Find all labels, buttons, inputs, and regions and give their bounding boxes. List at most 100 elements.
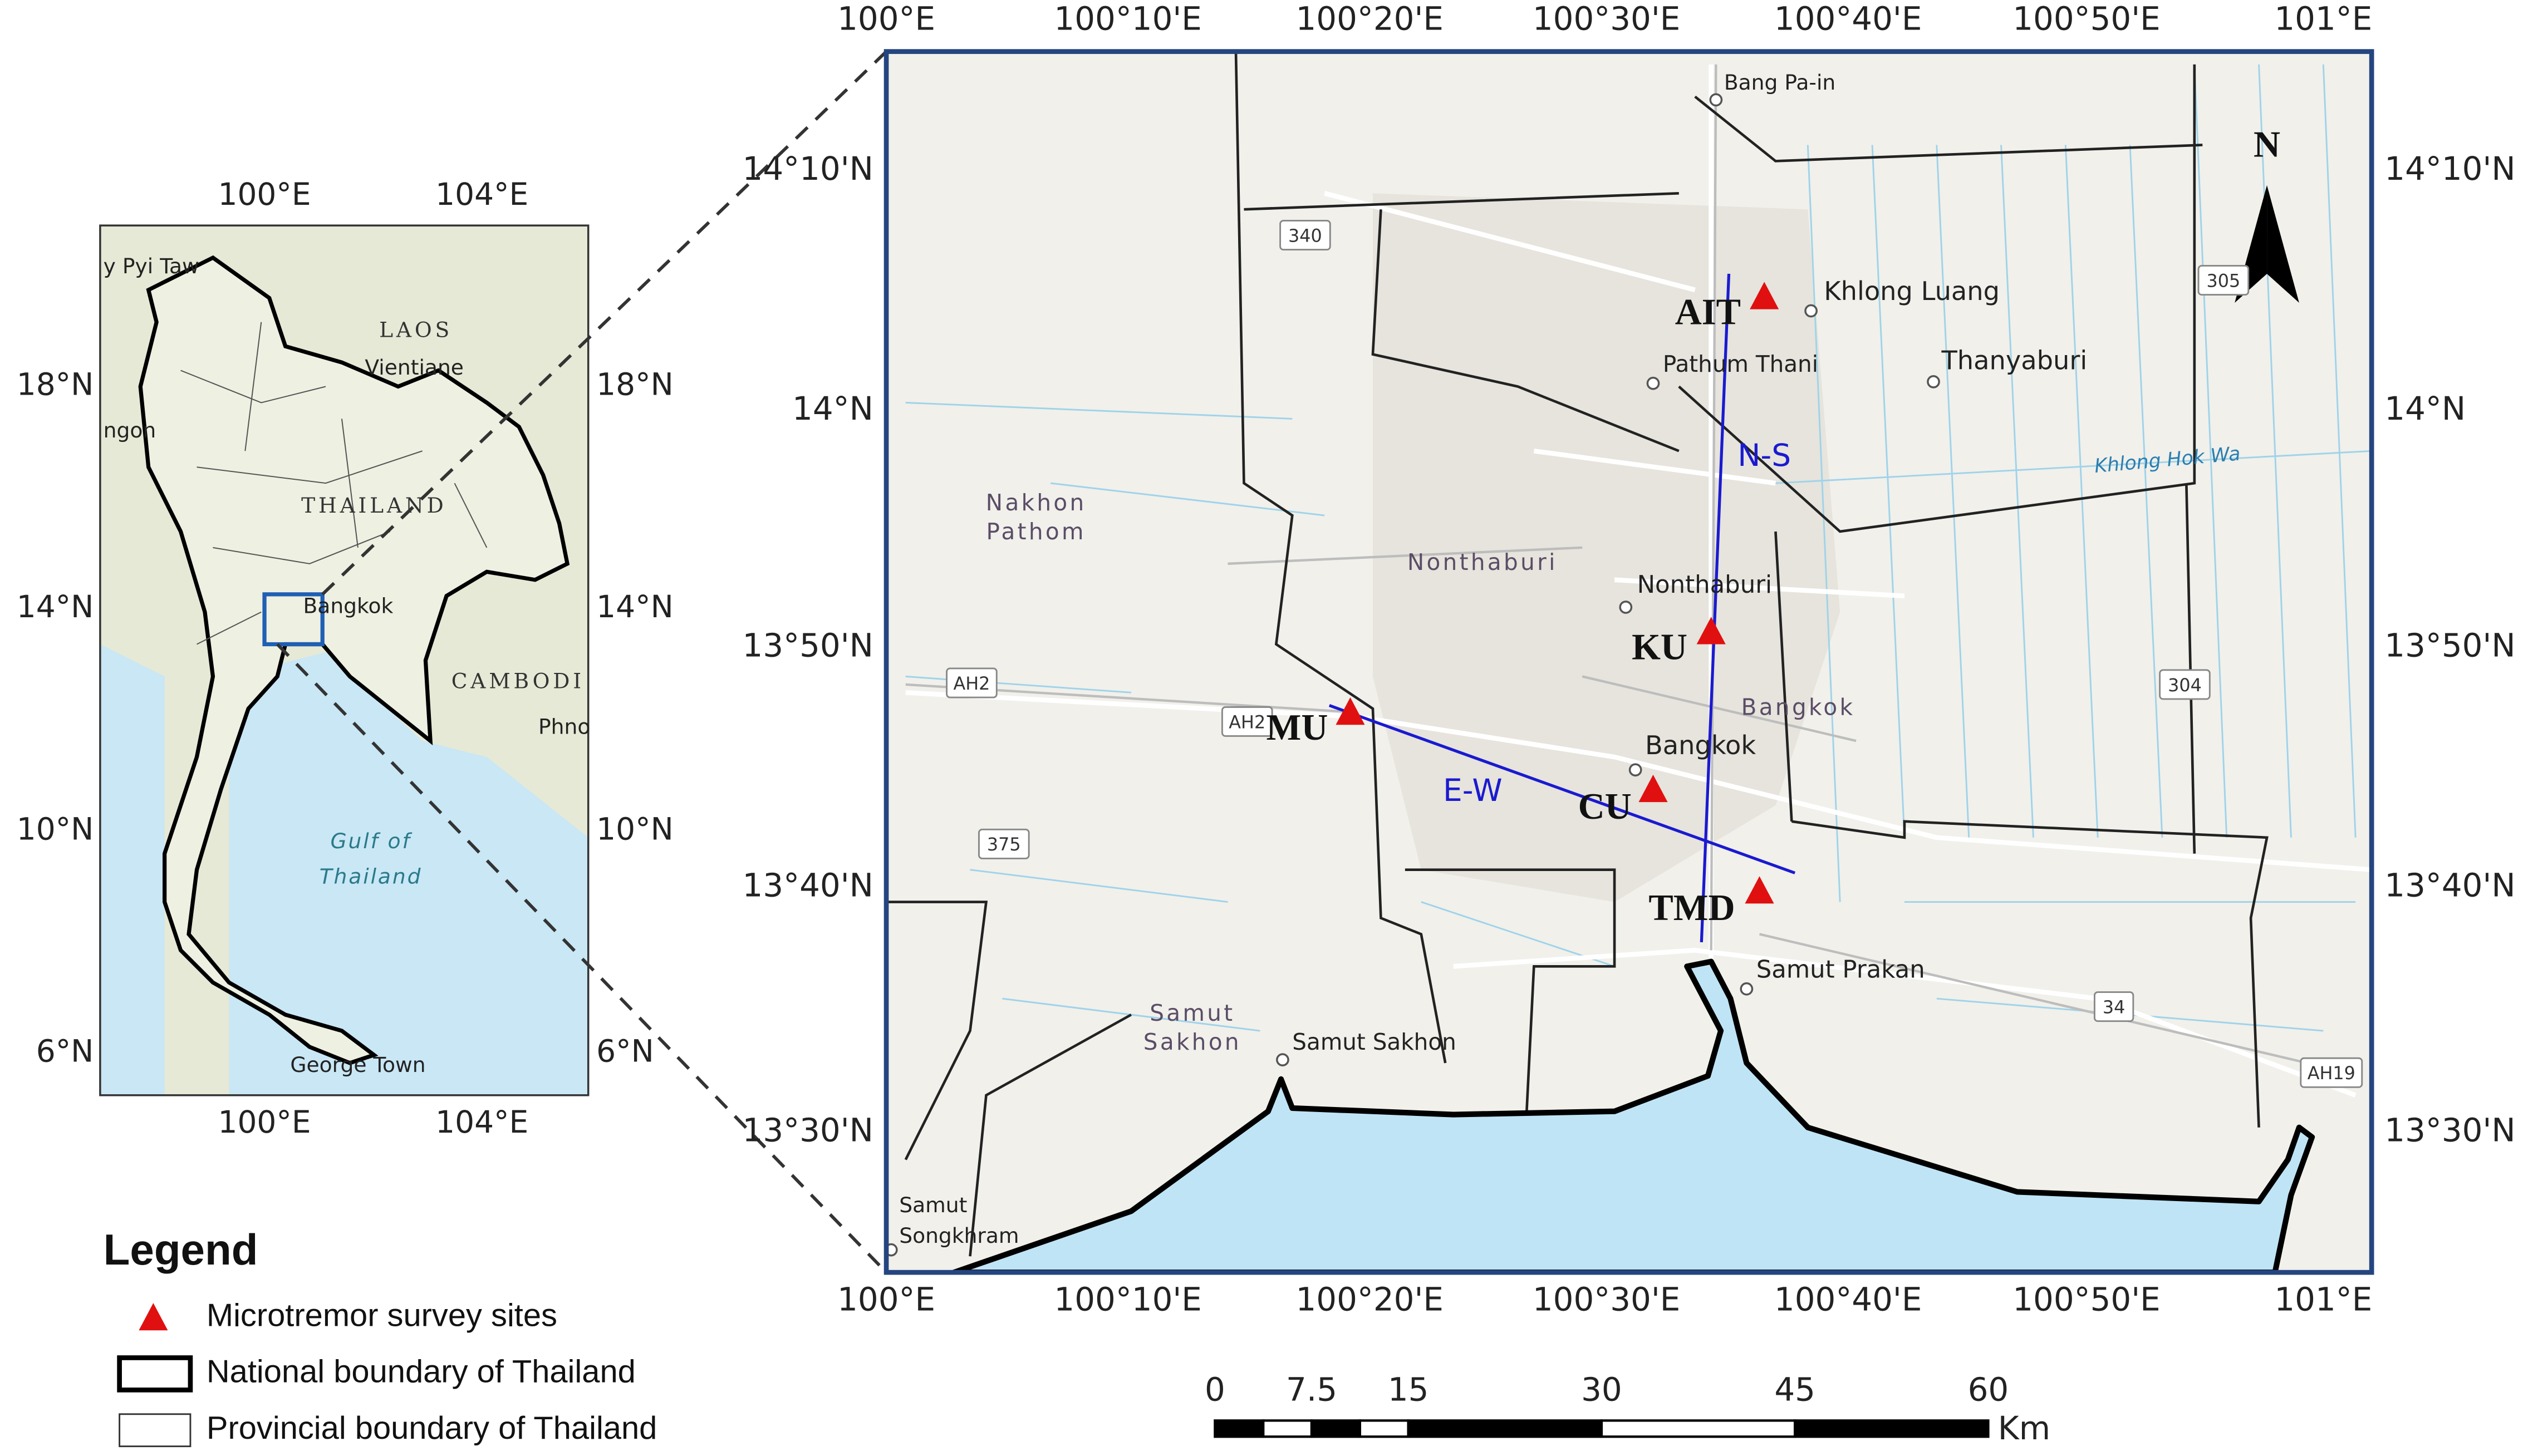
lat-label: 13°50'N — [743, 626, 873, 664]
site-label: AIT — [1675, 292, 1741, 332]
site-marker — [1696, 617, 1726, 645]
road-shield-label: 305 — [2207, 270, 2241, 291]
place-label: Bang Pa-in — [1724, 70, 1835, 95]
lat-label: 14°10'N — [2384, 150, 2515, 188]
scale-label: 60 — [1968, 1370, 2009, 1408]
lon-label: 100°40'E — [1774, 1280, 1922, 1318]
road-shield — [2300, 1057, 2363, 1088]
profile-label: N-S — [1737, 437, 1791, 473]
lat-label: 13°50'N — [2384, 626, 2515, 664]
road-shield-label: 375 — [987, 834, 1021, 855]
scale-label: 30 — [1581, 1370, 1622, 1408]
site-marker — [1745, 876, 1774, 904]
profile-line — [1700, 273, 1731, 942]
inset-frame — [99, 224, 590, 1096]
place-label: Sakhon — [1143, 1029, 1241, 1055]
lat-label: 13°30'N — [2384, 1111, 2515, 1149]
lat-label: 13°30'N — [743, 1111, 873, 1149]
north-label: N — [2254, 124, 2280, 165]
road-shield — [1221, 706, 1273, 737]
place-label: Nakhon — [986, 489, 1087, 516]
site-marker — [1638, 774, 1668, 803]
road-shield — [978, 828, 1030, 859]
zoom-line — [321, 50, 888, 596]
place-label: y Pyi Taw — [104, 254, 199, 278]
site-marker — [1336, 697, 1365, 725]
lon-label: 100°50'E — [2012, 1280, 2160, 1318]
place-label: Vientiane — [365, 355, 464, 380]
scale-label: 0 — [1205, 1370, 1225, 1408]
lon-label: 100°30'E — [1533, 0, 1680, 38]
place-label: Samut Sakhon — [1292, 1029, 1456, 1055]
place-label: George Town — [290, 1052, 425, 1077]
lat-label: 10°N — [596, 811, 674, 847]
scale-label: 45 — [1774, 1370, 1815, 1408]
place-label: Nonthaburi — [1407, 549, 1558, 575]
lon-label: 100°20'E — [1295, 1280, 1443, 1318]
place-label: Phno — [538, 715, 590, 739]
place-label: Thanyaburi — [1941, 346, 2088, 376]
legend-item: Provincial boundary of Thailand — [207, 1410, 657, 1446]
road-shield-label: AH19 — [2308, 1063, 2355, 1084]
lon-label: 100°E — [837, 1280, 935, 1318]
lon-label: 100°40'E — [1774, 0, 1922, 38]
site-label: CU — [1578, 786, 1632, 827]
scale-bar — [1214, 1419, 1990, 1438]
profile-line — [1328, 704, 1796, 874]
site-marker — [1750, 282, 1779, 309]
lat-label: 10°N — [17, 811, 94, 847]
place-label: LAOS — [379, 318, 453, 342]
lon-label: 100°E — [218, 176, 311, 212]
road-shield — [946, 667, 998, 699]
place-label: Pathum Thani — [1663, 351, 1818, 377]
scale-label: 7.5 — [1286, 1370, 1337, 1408]
legend-item: National boundary of Thailand — [207, 1354, 636, 1390]
road-shield-label: 34 — [2103, 997, 2125, 1018]
lon-label: 100°E — [837, 0, 935, 38]
place-label: Gulf of — [330, 829, 412, 853]
place-label: Samut — [1150, 1000, 1235, 1026]
lon-label: 101°E — [2274, 1280, 2372, 1318]
lon-label: 100°10'E — [1054, 1280, 1201, 1318]
profile-label: E-W — [1443, 773, 1503, 808]
place-label: Pathom — [986, 518, 1086, 545]
place-label: ngon — [104, 418, 156, 442]
lat-label: 14°10'N — [743, 150, 873, 188]
zoom-line — [276, 643, 888, 1274]
lon-label: 101°E — [2274, 0, 2372, 38]
road-shield-label: 304 — [2168, 675, 2202, 696]
place-label: Khlong Luang — [1824, 276, 2000, 306]
place-label: THAILAND — [301, 493, 446, 518]
lat-label: 6°N — [36, 1034, 94, 1069]
place-label: Bangkok — [1645, 730, 1756, 760]
place-label: Bangkok — [1741, 693, 1855, 720]
lat-label: 18°N — [17, 367, 94, 402]
legend-title: Legend — [104, 1225, 258, 1274]
road-shield — [1279, 220, 1331, 250]
lon-label: 100°30'E — [1533, 1280, 1680, 1318]
scale-label: 15 — [1388, 1370, 1429, 1408]
place-label: Thailand — [320, 864, 423, 889]
place-label: Nonthaburi — [1637, 571, 1773, 599]
lat-label: 18°N — [596, 367, 674, 402]
lon-label: 104°E — [435, 176, 528, 212]
lat-label: 14°N — [792, 390, 873, 427]
place-label: Samut Prakan — [1756, 956, 1925, 983]
site-label: KU — [1632, 627, 1687, 667]
road-shield — [2093, 991, 2134, 1022]
inset-map — [100, 225, 588, 1095]
lat-label: 14°N — [17, 589, 94, 624]
legend-item: Microtremor survey sites — [207, 1297, 557, 1333]
site-label: MU — [1266, 707, 1328, 748]
lon-label: 100°50'E — [2012, 0, 2160, 38]
lat-label: 14°N — [2384, 390, 2466, 427]
site-label: TMD — [1648, 888, 1735, 928]
legend — [117, 1303, 193, 1448]
place-label: CAMBODI — [451, 668, 585, 693]
place-label: Songkhram — [899, 1223, 1019, 1248]
road-shield — [2159, 669, 2211, 700]
lon-label: 104°E — [435, 1104, 528, 1140]
lon-label: 100°10'E — [1054, 0, 1201, 38]
main-map — [886, 51, 2372, 1273]
